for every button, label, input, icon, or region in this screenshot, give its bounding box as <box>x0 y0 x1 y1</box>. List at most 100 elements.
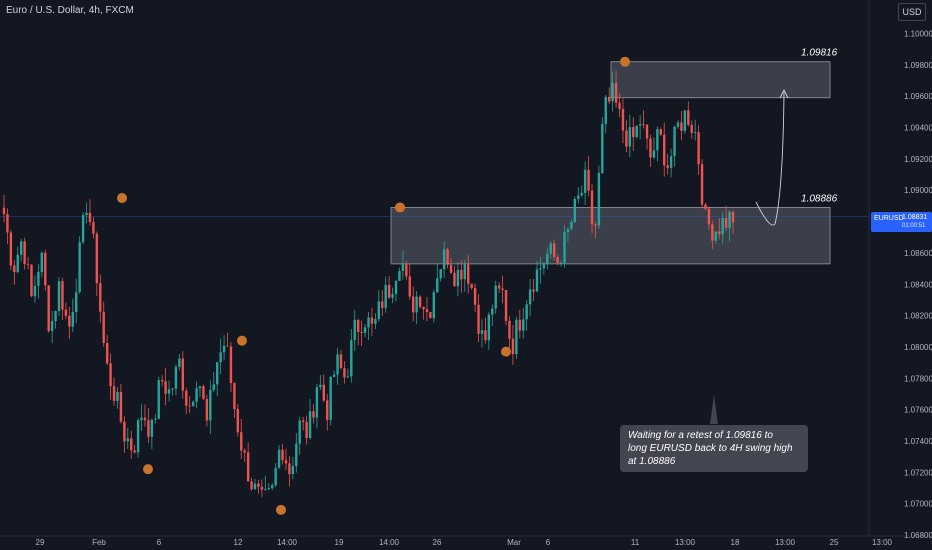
candle-body <box>697 132 700 165</box>
x-tick-label: 14:00 <box>277 538 298 547</box>
trade-note-line-2: long EURUSD back to 4H swing high at 1.0… <box>628 443 793 467</box>
candle-body <box>491 308 494 315</box>
projection-arrowhead <box>779 88 789 99</box>
candle-body <box>343 368 346 378</box>
currency-button[interactable]: USD <box>898 3 926 21</box>
candle-body <box>178 358 181 367</box>
candle-body <box>236 409 240 433</box>
candle-body <box>484 330 487 341</box>
candle-body <box>559 262 563 264</box>
candle-body <box>37 271 40 286</box>
candle-body <box>284 460 288 464</box>
candle-body <box>556 256 559 263</box>
candle-body <box>47 285 50 332</box>
candle-body <box>78 242 81 293</box>
candle-body <box>133 450 136 453</box>
candle-body <box>205 398 209 421</box>
candle-body <box>171 388 174 390</box>
zone-label: 1.08886 <box>801 193 838 204</box>
candle-body <box>542 264 546 269</box>
candle-body <box>140 417 143 421</box>
candle-body <box>721 218 724 235</box>
candle-body <box>332 374 336 377</box>
candle-body <box>532 289 535 292</box>
x-tick-label: 19 <box>335 538 344 547</box>
candle-body <box>370 317 374 324</box>
candle-body <box>274 467 277 486</box>
swing-point-marker <box>237 335 247 346</box>
last-price-symbol: EURUSD <box>874 215 904 222</box>
candle-body <box>724 218 728 228</box>
candle-body <box>226 345 229 347</box>
candle-body <box>563 232 566 263</box>
y-tick-label: 1.08400 <box>904 280 932 289</box>
candle-body <box>511 338 515 355</box>
candle-body <box>85 212 88 216</box>
candle-body <box>374 319 377 324</box>
candle-body <box>367 317 370 328</box>
candle-body <box>645 124 649 139</box>
candle-body <box>676 122 680 127</box>
swing-point-marker <box>143 464 153 475</box>
candle-body <box>44 252 47 286</box>
candle-body <box>181 358 185 391</box>
candle-body <box>632 127 635 138</box>
candle-body <box>13 265 16 273</box>
candle-body <box>446 249 449 265</box>
candle-body <box>167 389 171 394</box>
candle-body <box>288 463 291 475</box>
candle-body <box>693 132 697 134</box>
candle-body <box>102 311 105 344</box>
candle-body <box>246 452 250 482</box>
candle-body <box>625 130 628 147</box>
candle-body <box>587 169 590 191</box>
y-tick-label: 1.07800 <box>904 374 932 383</box>
candle-body <box>99 283 102 312</box>
candle-body <box>436 278 439 293</box>
swing-point-marker <box>620 56 630 67</box>
candle-body <box>566 229 570 233</box>
candle-body <box>453 272 456 287</box>
candle-body <box>522 319 525 331</box>
candle-body <box>477 304 480 334</box>
candle-body <box>497 285 501 289</box>
y-tick-label: 1.07200 <box>904 468 932 477</box>
candle-body <box>202 386 205 399</box>
y-tick-label: 1.10000 <box>904 30 932 39</box>
candle-body <box>136 420 140 453</box>
candle-body <box>71 312 74 327</box>
candle-body <box>61 281 64 310</box>
candle-body <box>728 211 731 228</box>
candle-body <box>384 284 387 308</box>
candle-body <box>731 211 735 223</box>
x-tick-label: 13:00 <box>775 538 796 547</box>
candle-body <box>405 264 408 277</box>
candle-body <box>663 134 666 166</box>
x-tick-label: 6 <box>157 538 162 547</box>
candle-body <box>19 241 23 255</box>
candle-body <box>88 212 92 222</box>
candle-body <box>704 204 707 209</box>
swing-point-marker <box>501 346 511 357</box>
candle-body <box>250 481 253 490</box>
candle-body <box>157 380 160 419</box>
candle-body <box>95 233 99 284</box>
candle-body <box>707 208 711 225</box>
candle-body <box>683 110 687 131</box>
x-tick-label: 11 <box>631 538 640 547</box>
candle-body <box>652 150 656 158</box>
candle-body <box>260 486 264 490</box>
candle-body <box>339 354 343 369</box>
candle-body <box>656 129 659 151</box>
candle-body <box>711 224 714 241</box>
candle-body <box>422 306 425 310</box>
candle-body <box>116 391 119 401</box>
candle-body <box>188 405 191 407</box>
candle-body <box>439 269 442 279</box>
candle-body <box>143 417 147 421</box>
candle-body <box>638 124 642 126</box>
x-tick-label: 25 <box>830 538 839 547</box>
candle-body <box>666 165 669 168</box>
